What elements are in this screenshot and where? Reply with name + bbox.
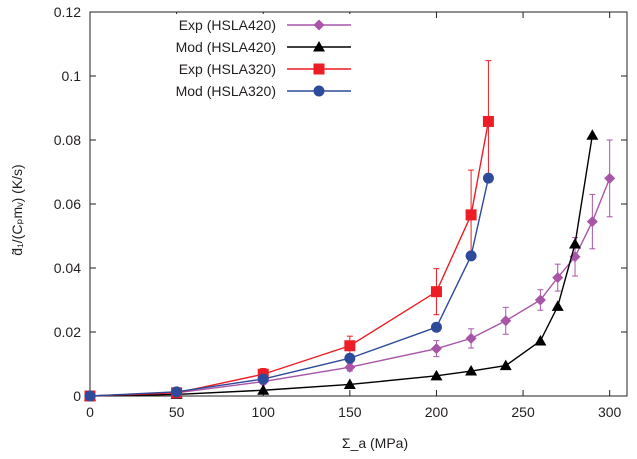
y-tick-label: 0.04 <box>54 260 81 276</box>
x-tick-label: 300 <box>598 404 622 420</box>
y-tick-label: 0.1 <box>62 68 82 84</box>
series-line <box>89 135 594 397</box>
legend-item: Exp (HSLA320) <box>179 61 351 77</box>
data-point <box>430 369 443 381</box>
y-tick-label: 0.12 <box>54 4 81 20</box>
legend-item: Exp (HSLA420) <box>179 17 351 33</box>
axes: 0 50 100 150 200 250 300 0 0.02 0.04 0.06 0.08 0.1 0.… <box>54 4 628 420</box>
data-point <box>534 294 546 306</box>
series-layer <box>84 60 616 402</box>
data-point <box>586 129 599 140</box>
data-point <box>465 332 477 344</box>
legend-marker <box>313 41 325 52</box>
data-point <box>569 238 582 249</box>
series-2 <box>84 60 494 402</box>
legend-label: Mod (HSLA420) <box>176 39 276 55</box>
data-point <box>465 250 477 262</box>
x-tick-label: 150 <box>338 404 362 420</box>
series-line <box>89 177 490 397</box>
data-point <box>465 365 478 376</box>
x-axis-title: Σ_a (MPa) <box>342 435 408 451</box>
series-line <box>89 178 611 397</box>
y-tick-label: 0.06 <box>54 196 81 212</box>
data-point <box>500 315 512 327</box>
legend-label: Exp (HSLA320) <box>179 61 276 77</box>
legend-marker <box>313 63 325 75</box>
data-point <box>344 340 356 352</box>
data-point <box>586 216 598 228</box>
data-point <box>84 390 96 402</box>
y-axis-title: d̃₁/(Cₚmᵥ) (K/s) <box>9 164 25 255</box>
series-3 <box>84 172 494 402</box>
data-point <box>552 272 564 284</box>
data-point <box>482 172 494 184</box>
y-tick-label: 0.02 <box>54 324 81 340</box>
data-point <box>430 321 442 333</box>
x-tick-label: 50 <box>169 404 185 420</box>
data-point <box>344 361 356 373</box>
data-point <box>499 359 512 371</box>
y-tick-label: 0 <box>73 388 81 404</box>
legend-marker <box>313 19 325 31</box>
data-point <box>551 300 564 311</box>
x-tick-label: 0 <box>86 404 94 420</box>
x-tick-label: 250 <box>511 404 535 420</box>
y-tick-label: 0.08 <box>54 132 81 148</box>
legend-item: Mod (HSLA320) <box>176 83 351 99</box>
data-point <box>430 343 442 355</box>
data-point <box>344 352 356 364</box>
data-point <box>343 378 356 389</box>
data-point <box>604 172 616 184</box>
legend: Exp (HSLA420) Mod (HSLA420) Exp (HSLA320) M… <box>112 14 362 105</box>
legend-label: Exp (HSLA420) <box>179 17 276 33</box>
data-point <box>171 386 183 398</box>
x-tick-label: 200 <box>425 404 449 420</box>
data-point <box>465 209 477 221</box>
legend-item: Mod (HSLA420) <box>176 39 351 55</box>
x-tick-label: 100 <box>252 404 276 420</box>
data-point <box>430 286 442 298</box>
data-point <box>482 115 494 127</box>
series-line <box>89 121 490 397</box>
legend-label: Mod (HSLA320) <box>176 83 276 99</box>
data-point <box>534 334 547 346</box>
legend-marker <box>313 85 325 97</box>
data-point <box>257 384 270 395</box>
data-point <box>257 373 269 385</box>
